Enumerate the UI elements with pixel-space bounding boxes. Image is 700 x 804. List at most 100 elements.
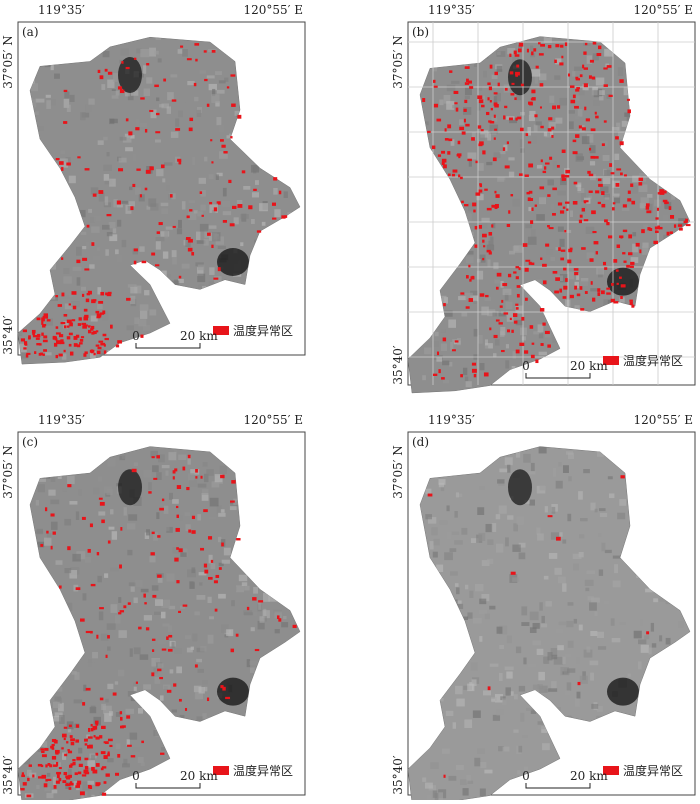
anomaly-spot	[659, 189, 664, 193]
texture-spot	[465, 256, 474, 264]
texture-spot	[465, 213, 472, 223]
anomaly-spot	[452, 169, 458, 173]
texture-spot	[69, 570, 78, 579]
texture-spot	[218, 124, 225, 133]
lon-left: 119°35′	[428, 413, 475, 427]
anomaly-spot	[535, 65, 539, 69]
anomaly-spot	[209, 201, 213, 205]
anomaly-spot	[509, 71, 514, 75]
texture-spot	[528, 114, 536, 122]
texture-spot	[82, 593, 87, 601]
texture-spot	[639, 618, 644, 627]
texture-spot	[86, 734, 90, 739]
anomaly-spot	[81, 293, 85, 297]
dark-area	[607, 677, 639, 706]
anomaly-spot	[495, 286, 499, 290]
texture-spot	[118, 157, 127, 163]
texture-spot	[505, 360, 510, 369]
anomaly-spot	[119, 610, 125, 613]
anomaly-spot	[595, 251, 599, 255]
anomaly-spot	[32, 774, 35, 778]
anomaly-spot	[172, 225, 176, 228]
anomaly-spot	[119, 89, 125, 94]
anomaly-spot	[79, 342, 83, 345]
anomaly-spot	[148, 491, 152, 494]
anomaly-spot	[176, 580, 180, 584]
texture-spot	[107, 213, 113, 222]
texture-spot	[222, 211, 232, 216]
texture-spot	[434, 331, 439, 337]
anomaly-spot	[40, 543, 44, 547]
texture-spot	[594, 611, 598, 617]
anomaly-spot	[551, 135, 554, 138]
anomaly-spot	[628, 234, 633, 239]
legend-text: 温度异常区	[233, 323, 293, 338]
anomaly-spot	[79, 791, 85, 796]
anomaly-spot	[213, 277, 219, 280]
texture-spot	[424, 347, 432, 355]
anomaly-spot	[103, 755, 108, 759]
anomaly-spot	[107, 753, 110, 757]
anomaly-spot	[186, 486, 190, 491]
texture-spot	[171, 250, 177, 258]
anomaly-spot	[149, 166, 154, 171]
texture-spot	[69, 94, 75, 103]
anomaly-spot	[175, 505, 179, 509]
anomaly-spot	[83, 769, 89, 774]
anomaly-spot	[98, 300, 104, 304]
anomaly-spot	[573, 181, 578, 185]
texture-spot	[206, 75, 215, 79]
texture-spot	[432, 66, 438, 72]
texture-spot	[586, 134, 594, 143]
anomaly-spot	[556, 536, 561, 541]
texture-spot	[538, 333, 544, 339]
anomaly-spot	[158, 222, 163, 226]
scale-start: 0	[132, 769, 140, 783]
texture-spot	[549, 95, 555, 103]
texture-spot	[80, 231, 87, 235]
texture-spot	[445, 710, 454, 717]
texture-spot	[177, 110, 184, 118]
anomaly-spot	[591, 76, 596, 80]
texture-spot	[566, 682, 572, 691]
anomaly-spot	[74, 772, 78, 776]
anomaly-spot	[570, 99, 576, 104]
lat-top: 37°05′ N	[1, 35, 15, 89]
texture-spot	[516, 93, 522, 101]
texture-spot	[579, 280, 589, 287]
texture-spot	[150, 450, 158, 458]
texture-spot	[446, 84, 456, 92]
anomaly-spot	[80, 336, 85, 339]
texture-spot	[139, 310, 148, 319]
anomaly-spot	[258, 600, 264, 603]
anomaly-spot	[161, 498, 165, 502]
anomaly-spot	[53, 764, 58, 767]
anomaly-spot	[656, 207, 659, 211]
texture-spot	[244, 612, 253, 616]
anomaly-spot	[67, 749, 70, 752]
anomaly-spot	[107, 751, 110, 755]
anomaly-spot	[613, 301, 619, 304]
texture-spot	[283, 191, 288, 199]
texture-spot	[98, 611, 104, 621]
texture-spot	[44, 786, 51, 792]
anomaly-spot	[484, 188, 488, 191]
texture-spot	[618, 675, 625, 679]
anomaly-spot	[22, 782, 27, 786]
texture-spot	[467, 780, 474, 784]
anomaly-spot	[168, 634, 173, 638]
anomaly-spot	[479, 141, 484, 146]
anomaly-spot	[603, 67, 608, 70]
texture-spot	[281, 622, 289, 628]
texture-spot	[18, 328, 23, 336]
anomaly-spot	[515, 117, 518, 121]
texture-spot	[512, 544, 521, 552]
texture-spot	[165, 470, 169, 476]
texture-spot	[231, 600, 235, 607]
anomaly-spot	[41, 750, 45, 754]
texture-spot	[562, 465, 569, 473]
texture-spot	[627, 673, 632, 677]
anomaly-spot	[515, 303, 519, 306]
anomaly-spot	[204, 78, 208, 82]
texture-spot	[462, 788, 469, 796]
